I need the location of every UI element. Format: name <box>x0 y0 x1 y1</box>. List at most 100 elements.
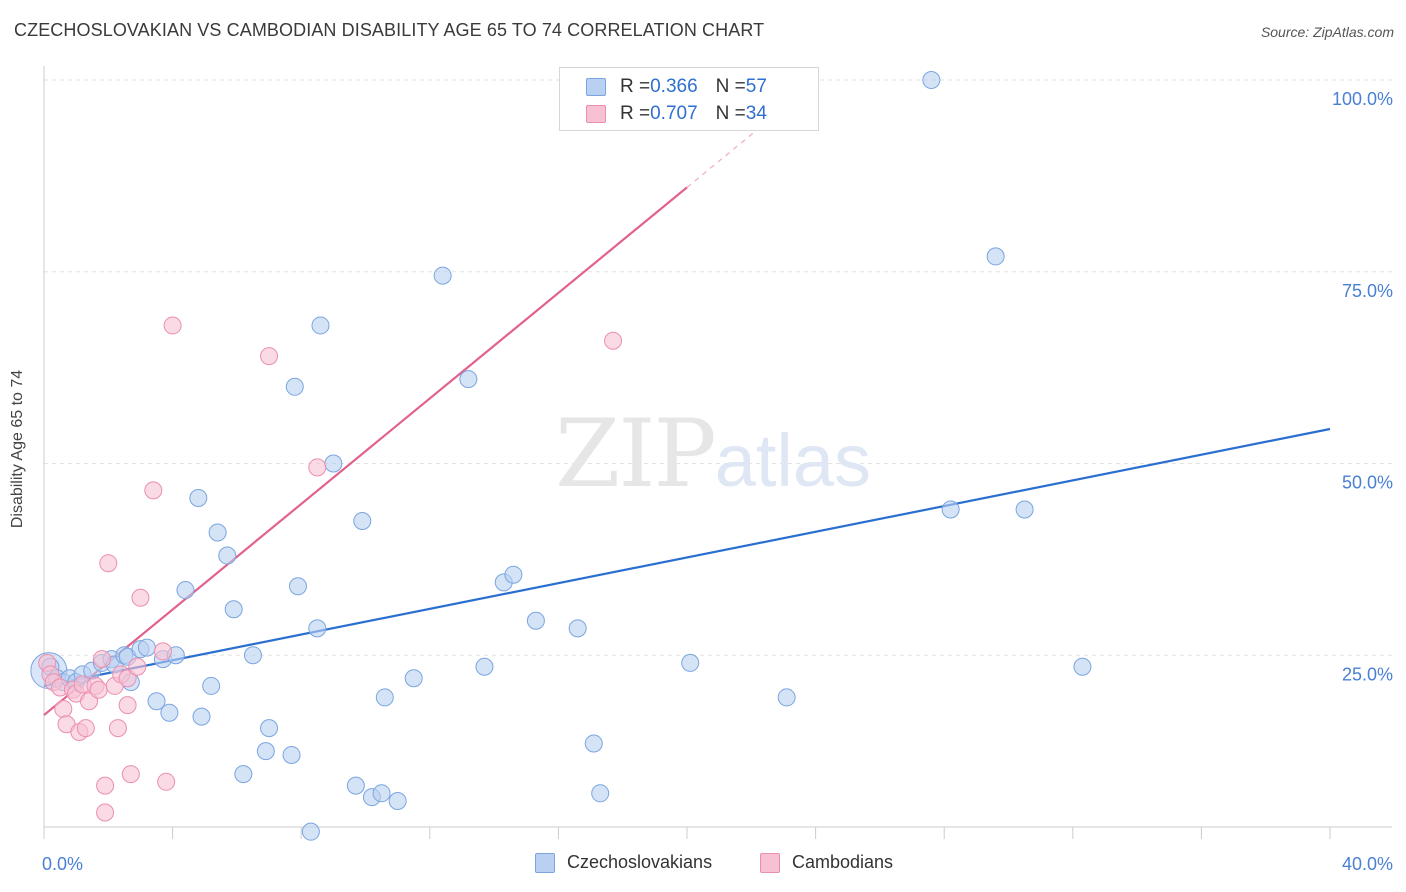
cambodians-point <box>118 696 137 715</box>
series-legend-cambodians[interactable]: Cambodians <box>760 852 893 873</box>
czechoslovakians-point <box>224 600 243 619</box>
axes <box>43 66 1392 839</box>
y-axis-label-wrap: Disability Age 65 to 74 <box>9 370 27 546</box>
czechoslovakians-point <box>308 619 327 638</box>
legend-r-value: 0.366 <box>650 76 698 97</box>
cambodians-point <box>96 803 115 822</box>
cambodians-point <box>604 331 623 350</box>
czechoslovakians-point <box>288 577 307 596</box>
czechoslovakians-point <box>147 692 166 711</box>
cambodians-trend-line <box>43 186 688 716</box>
czechoslovakians-point <box>1073 657 1092 676</box>
cambodians-point <box>153 642 172 661</box>
blue-swatch-icon <box>586 78 606 96</box>
cambodians-point <box>76 719 95 738</box>
cambodians-point <box>163 316 182 335</box>
czechoslovakians-point <box>282 745 301 764</box>
cambodians-point <box>131 588 150 607</box>
czechoslovakians-point <box>475 657 494 676</box>
czechoslovakians-point <box>208 523 227 542</box>
data-points <box>30 71 1092 841</box>
x-tick-label: 40.0% <box>1342 854 1393 874</box>
czechoslovakians-point <box>433 266 452 285</box>
czechoslovakians-point <box>404 669 423 688</box>
y-tick-label: 75.0% <box>1342 281 1393 301</box>
pink-swatch-icon <box>586 105 606 123</box>
legend-n-label: N = <box>715 76 746 97</box>
series-legend: Czechoslovakians Cambodians <box>0 852 1406 878</box>
cambodians-point <box>96 776 115 795</box>
cambodians-point <box>108 719 127 738</box>
czechoslovakians-point <box>777 688 796 707</box>
watermark: ZIPatlas <box>555 400 871 509</box>
czechoslovakians-point <box>941 500 960 519</box>
cambodians-point <box>92 650 111 669</box>
tick-labels: 25.0% 50.0% 75.0% 100.0% 0.0% 40.0% <box>42 89 1393 874</box>
watermark-atlas: atlas <box>714 419 872 502</box>
czechoslovakians-point <box>234 765 253 784</box>
legend-row-czechoslovakians: R = 0.366 N = 57 <box>586 75 767 99</box>
czechoslovakians-point <box>256 742 275 761</box>
czechoslovakians-point <box>192 707 211 726</box>
cambodians-point <box>54 699 73 718</box>
legend-n-label: N = <box>715 103 746 124</box>
czechoslovakians-point <box>584 734 603 753</box>
czechoslovakians-point <box>375 688 394 707</box>
cambodians-point <box>89 680 108 699</box>
czechoslovakians-point <box>504 565 523 584</box>
czechoslovakians-trend-line <box>43 427 1331 688</box>
czechoslovakians-point <box>243 646 262 665</box>
series-legend-label: Czechoslovakians <box>567 852 713 872</box>
cambodians-point <box>308 458 327 477</box>
cambodians-point <box>128 657 147 676</box>
czechoslovakians-point <box>311 316 330 335</box>
cambodians-point <box>118 669 137 688</box>
legend-row-cambodians: R = 0.707 N = 34 <box>586 102 767 126</box>
cambodians-point <box>157 772 176 791</box>
chart-title: CZECHOSLOVAKIAN VS CAMBODIAN DISABILITY … <box>14 20 765 40</box>
series-legend-czechoslovakians[interactable]: Czechoslovakians <box>535 852 712 873</box>
stats-legend: R = 0.366 N = 57 R = 0.707 N = 34 <box>559 67 819 131</box>
watermark-zip: ZIP <box>555 400 717 509</box>
czechoslovakians-point <box>301 822 320 841</box>
y-axis-label: Disability Age 65 to 74 <box>9 369 26 529</box>
czechoslovakians-point <box>681 653 700 672</box>
blue-swatch-icon <box>535 852 555 873</box>
cambodians-point <box>99 554 118 573</box>
series-legend-label: Cambodians <box>792 852 894 872</box>
czechoslovakians-point <box>591 784 610 803</box>
legend-n-value: 34 <box>745 103 767 124</box>
legend-r-label: R = <box>620 103 651 124</box>
czechoslovakians-point <box>459 370 478 389</box>
czechoslovakians-point <box>189 489 208 508</box>
czechoslovakians-point <box>922 71 941 89</box>
czechoslovakians-point <box>285 377 304 396</box>
czechoslovakians-point <box>160 703 179 722</box>
y-tick-label: 50.0% <box>1342 473 1393 493</box>
czechoslovakians-point <box>176 581 195 600</box>
x-tick-label: 0.0% <box>42 854 83 874</box>
czechoslovakians-point <box>202 676 221 695</box>
legend-r-value: 0.707 <box>650 103 698 124</box>
y-tick-label: 100.0% <box>1332 89 1393 109</box>
czechoslovakians-point <box>324 454 343 473</box>
pink-swatch-icon <box>760 852 780 873</box>
czechoslovakians-point <box>353 512 372 531</box>
czechoslovakians-point <box>388 791 407 810</box>
czechoslovakians-point <box>137 638 156 657</box>
czechoslovakians-point <box>568 619 587 638</box>
cambodians-point <box>260 347 279 366</box>
czechoslovakians-point <box>986 247 1005 266</box>
czechoslovakians-point <box>260 719 279 738</box>
source-credit: Source: ZipAtlas.com <box>1260 24 1394 40</box>
legend-r-label: R = <box>620 76 651 97</box>
czechoslovakians-point <box>346 776 365 795</box>
cambodians-point <box>144 481 163 500</box>
czechoslovakians-point <box>526 611 545 630</box>
czechoslovakians-point <box>372 784 391 803</box>
y-tick-label: 25.0% <box>1342 664 1393 684</box>
legend-n-value: 57 <box>745 76 767 97</box>
cambodians-point <box>121 765 140 784</box>
czechoslovakians-point <box>218 546 237 565</box>
